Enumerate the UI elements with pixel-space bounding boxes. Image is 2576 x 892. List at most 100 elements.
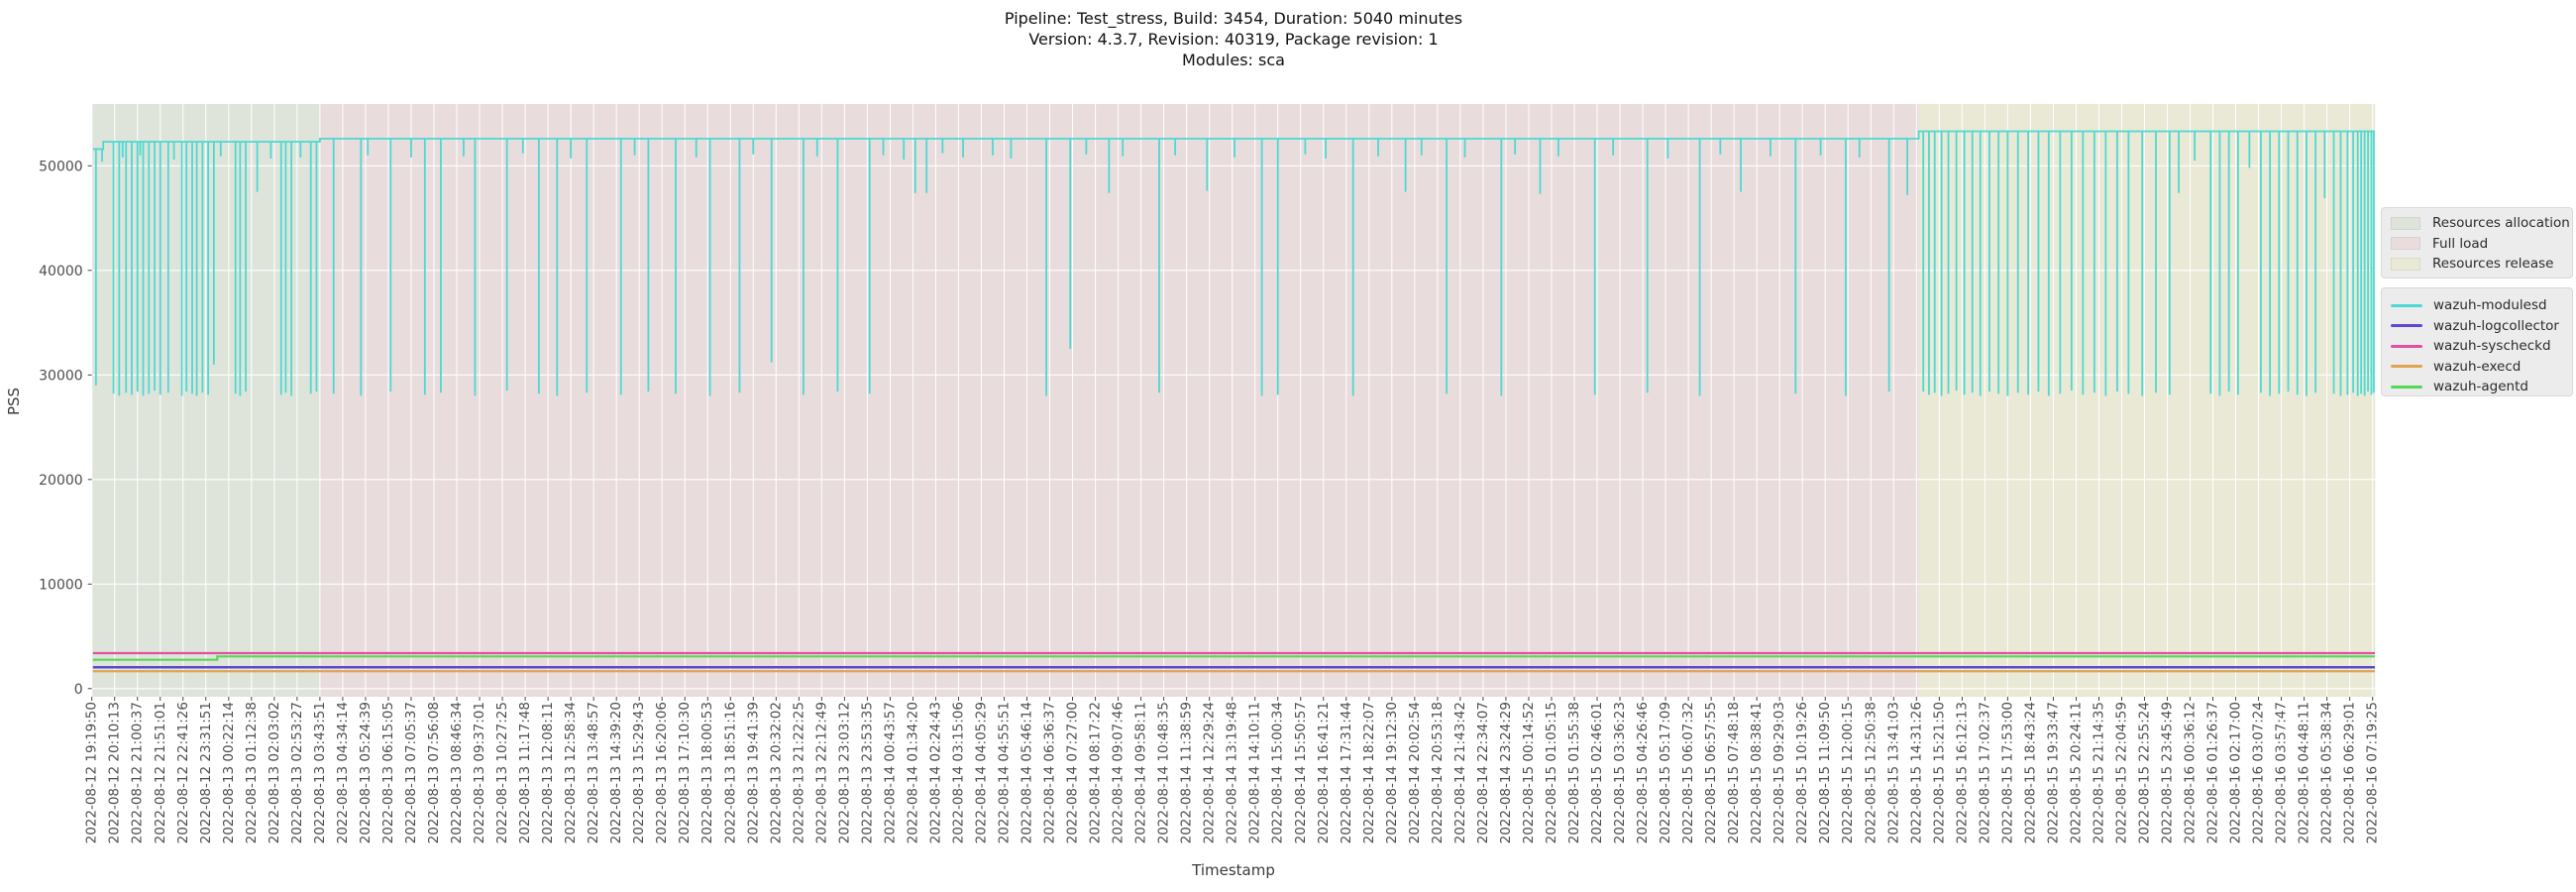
x-tick-label: 2022-08-12 20:10:13 (107, 702, 123, 843)
x-tick-label: 2022-08-15 10:19:26 (1794, 702, 1810, 843)
x-tick-label: 2022-08-13 14:39:20 (608, 702, 624, 843)
x-tick-label: 2022-08-14 10:48:35 (1156, 702, 1172, 843)
x-tick-label: 2022-08-13 22:12:49 (813, 702, 829, 843)
x-tick-label: 2022-08-13 12:58:34 (563, 702, 579, 843)
x-tick-label: 2022-08-14 02:24:43 (927, 702, 943, 843)
x-tick-label: 2022-08-13 03:43:51 (312, 702, 328, 843)
x-tick-label: 2022-08-14 15:00:34 (1270, 702, 1286, 843)
x-tick-label: 2022-08-15 00:14:52 (1521, 702, 1537, 843)
x-tick-label: 2022-08-15 07:48:18 (1726, 702, 1742, 843)
legend-line-swatch (2391, 344, 2422, 348)
x-tick-label: 2022-08-14 07:27:00 (1065, 702, 1081, 843)
legend-item-wazuh-modulesd: wazuh-modulesd (2391, 295, 2572, 316)
legend-item-label: wazuh-modulesd (2433, 297, 2547, 314)
x-tick-label: 2022-08-14 21:43:42 (1452, 702, 1468, 843)
x-tick-label: 2022-08-15 14:31:26 (1908, 702, 1924, 843)
x-tick-label: 2022-08-15 13:41:03 (1885, 702, 1901, 843)
x-tick-label: 2022-08-13 06:15:05 (380, 702, 396, 843)
x-tick-label: 2022-08-12 22:41:26 (175, 702, 191, 843)
x-tick-label: 2022-08-14 23:24:29 (1498, 702, 1514, 843)
legend-line-swatch (2391, 324, 2422, 328)
x-tick-label: 2022-08-15 17:02:37 (1977, 702, 1992, 843)
title-line-1: Pipeline: Test_stress, Build: 3454, Dura… (1004, 9, 1463, 28)
x-tick-label: 2022-08-13 20:32:02 (768, 702, 784, 843)
x-tick-label: 2022-08-14 22:34:07 (1475, 702, 1491, 843)
y-tick-label: 30000 (39, 368, 83, 384)
x-tick-label: 2022-08-16 05:38:34 (2319, 702, 2335, 843)
x-tick-label: 2022-08-13 17:10:30 (677, 702, 693, 843)
x-tick-label: 2022-08-14 13:19:48 (1225, 702, 1240, 843)
x-tick-label: 2022-08-14 16:41:21 (1316, 702, 1332, 843)
x-tick-label: 2022-08-16 00:36:12 (2183, 702, 2199, 843)
x-tick-label: 2022-08-15 23:45:49 (2160, 702, 2176, 843)
legend-item-label: Resources release (2432, 256, 2554, 273)
x-tick-label: 2022-08-15 01:55:38 (1566, 702, 1582, 843)
legend-item-wazuh-agentd: wazuh-agentd (2391, 377, 2572, 397)
x-tick-label: 2022-08-13 05:24:39 (358, 702, 374, 843)
x-tick-label: 2022-08-13 11:17:48 (517, 702, 533, 843)
x-tick-label: 2022-08-12 23:31:51 (198, 702, 214, 843)
x-tick-label: 2022-08-15 15:21:50 (1931, 702, 1947, 843)
x-tick-label: 2022-08-14 05:46:14 (1020, 702, 1035, 843)
legend-item-label: Full load (2432, 235, 2489, 252)
x-tick-label: 2022-08-14 01:34:20 (905, 702, 920, 843)
legend-patch-swatch (2391, 257, 2420, 271)
x-tick-label: 2022-08-13 04:34:14 (335, 702, 351, 843)
legend-item-label: wazuh-syscheckd (2433, 338, 2551, 355)
x-tick-label: 2022-08-15 06:07:32 (1680, 702, 1696, 843)
series-wazuh-modulesd (92, 130, 2375, 396)
x-tick-label: 2022-08-13 00:22:14 (221, 702, 237, 843)
legend-patch-swatch (2391, 216, 2420, 230)
x-tick-label: 2022-08-14 18:22:07 (1361, 702, 1377, 843)
y-tick-label: 40000 (39, 264, 83, 279)
legend-item-label: wazuh-agentd (2433, 379, 2528, 395)
region-full-load (319, 104, 1919, 697)
x-tick-label: 2022-08-13 01:12:38 (244, 702, 260, 843)
x-tick-label: 2022-08-14 12:29:24 (1202, 702, 1218, 843)
x-tick-label: 2022-08-14 09:58:11 (1133, 702, 1149, 843)
x-tick-label: 2022-08-14 17:31:44 (1339, 702, 1354, 843)
x-tick-label: 2022-08-15 02:46:01 (1589, 702, 1605, 843)
x-tick-label: 2022-08-15 12:00:15 (1840, 702, 1856, 843)
x-tick-label: 2022-08-12 21:51:01 (153, 702, 168, 843)
x-tick-label: 2022-08-15 16:12:13 (1954, 702, 1970, 843)
series-wazuh-agentd (92, 655, 2375, 661)
title-line-2: Version: 4.3.7, Revision: 40319, Package… (1028, 30, 1439, 49)
x-tick-label: 2022-08-13 23:53:35 (859, 702, 875, 843)
x-tick-label: 2022-08-15 17:53:00 (1999, 702, 2015, 843)
legend-series: wazuh-modulesd wazuh-logcollector wazuh-sy… (2381, 287, 2573, 396)
x-tick-label: 2022-08-14 11:38:59 (1179, 702, 1195, 843)
x-tick-label: 2022-08-15 20:24:11 (2068, 702, 2084, 843)
x-tick-label: 2022-08-15 04:26:46 (1635, 702, 1651, 843)
legend-line-swatch (2391, 303, 2422, 307)
x-tick-label: 2022-08-13 02:03:02 (267, 702, 282, 843)
x-tick-label: 2022-08-16 03:57:47 (2274, 702, 2290, 843)
x-tick-label: 2022-08-15 22:55:24 (2137, 702, 2153, 843)
y-tick-label: 0 (74, 682, 83, 698)
legend-phases: Resources allocation Full load Resources r… (2381, 207, 2573, 279)
x-tick-label: 2022-08-13 18:00:53 (699, 702, 715, 843)
x-tick-label: 2022-08-13 23:03:12 (836, 702, 852, 843)
x-tick-label: 2022-08-15 19:33:47 (2045, 702, 2061, 843)
x-tick-label: 2022-08-14 00:43:57 (882, 702, 898, 843)
legend-line-swatch (2391, 365, 2422, 369)
legend-item-label: Resources allocation (2432, 215, 2570, 232)
x-tick-label: 2022-08-13 19:41:39 (745, 702, 761, 843)
legend-patch-swatch (2391, 237, 2420, 251)
x-tick-label: 2022-08-14 15:50:57 (1293, 702, 1309, 843)
x-tick-label: 2022-08-15 18:43:24 (2022, 702, 2038, 843)
x-tick-label: 2022-08-12 21:00:37 (130, 702, 146, 843)
x-tick-label: 2022-08-16 01:26:37 (2205, 702, 2221, 843)
x-tick-label: 2022-08-13 15:29:43 (631, 702, 647, 843)
x-tick-label: 2022-08-14 06:36:37 (1042, 702, 1058, 843)
x-tick-label: 2022-08-13 21:22:25 (791, 702, 806, 843)
x-tick-label: 2022-08-14 08:17:22 (1088, 702, 1104, 843)
legend-item-resources-allocation: Resources allocation (2391, 213, 2572, 234)
x-tick-label: 2022-08-15 03:36:23 (1612, 702, 1628, 843)
x-tick-label: 2022-08-13 07:56:08 (426, 702, 442, 843)
y-axis-label: PSS (5, 387, 23, 416)
x-tick-label: 2022-08-12 19:19:50 (84, 702, 100, 843)
x-tick-label: 2022-08-15 22:04:59 (2113, 702, 2129, 843)
